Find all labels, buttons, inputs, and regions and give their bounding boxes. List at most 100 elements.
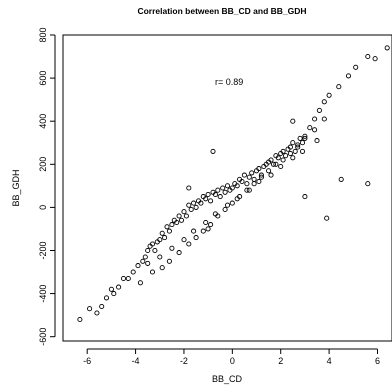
- plot-frame: [62, 34, 392, 342]
- data-point: [181, 237, 187, 243]
- data-point: [295, 142, 301, 148]
- data-point: [174, 219, 180, 226]
- data-point: [287, 144, 293, 150]
- data-point: [234, 196, 240, 202]
- data-point: [278, 163, 284, 170]
- x-tick-label: 6: [375, 356, 380, 366]
- y-tick-label: 600: [38, 71, 48, 86]
- data-point: [324, 215, 330, 221]
- data-point: [275, 155, 281, 161]
- y-tick-label: -400: [38, 285, 48, 303]
- data-point: [338, 176, 344, 182]
- data-point: [164, 224, 170, 230]
- data-point: [372, 56, 378, 62]
- data-point: [229, 185, 235, 191]
- data-point: [157, 237, 163, 243]
- data-point: [283, 153, 289, 159]
- x-tick-label: -6: [83, 356, 91, 366]
- data-point: [203, 219, 209, 226]
- data-point: [222, 189, 228, 195]
- x-axis-label: BB_CD: [212, 374, 243, 384]
- data-point: [353, 64, 359, 70]
- data-point: [224, 202, 231, 208]
- data-point: [188, 206, 194, 213]
- data-point: [299, 148, 306, 154]
- data-point: [287, 150, 293, 157]
- data-point: [249, 170, 255, 176]
- data-point: [149, 241, 156, 247]
- data-point: [290, 155, 296, 161]
- data-point: [292, 148, 298, 154]
- data-point: [205, 226, 211, 232]
- data-point: [224, 183, 231, 189]
- data-point: [241, 172, 247, 178]
- data-point: [246, 187, 252, 193]
- data-point: [273, 161, 279, 167]
- chart-title: Correlation between BB_CD and BB_GDH: [137, 6, 306, 16]
- data-point: [120, 275, 127, 282]
- data-point: [166, 228, 172, 234]
- data-point: [137, 280, 143, 286]
- x-axis: -6 -4 -2 0 2 4 6: [83, 348, 380, 366]
- data-point: [321, 99, 327, 105]
- data-point: [217, 194, 223, 200]
- data-point: [87, 306, 93, 312]
- data-point: [280, 148, 286, 154]
- data-point: [251, 176, 257, 182]
- data-point: [256, 178, 262, 185]
- data-point: [307, 125, 313, 131]
- data-point: [116, 284, 122, 290]
- data-point: [99, 303, 105, 310]
- y-tick-label: 800: [38, 27, 48, 42]
- data-point: [125, 275, 131, 282]
- data-point: [130, 269, 136, 275]
- data-point: [159, 230, 165, 236]
- data-point: [145, 260, 151, 266]
- data-point: [208, 198, 214, 204]
- x-tick-label: 2: [278, 356, 283, 366]
- data-point: [336, 84, 342, 90]
- data-point: [193, 235, 199, 241]
- data-point: [290, 118, 296, 124]
- data-point: [312, 127, 318, 133]
- data-point: [200, 228, 206, 234]
- x-tick-label: -4: [132, 356, 140, 366]
- data-point: [290, 140, 296, 146]
- x-tick-label: 4: [327, 356, 332, 366]
- data-point: [239, 178, 245, 185]
- data-point: [191, 228, 197, 234]
- data-point: [215, 187, 221, 193]
- data-point: [314, 138, 320, 144]
- data-point: [111, 291, 117, 297]
- data-point: [321, 116, 327, 122]
- x-tick-label: -2: [180, 356, 188, 366]
- y-tick-label: 0: [38, 205, 48, 210]
- data-point: [193, 204, 199, 210]
- data-point: [244, 181, 250, 187]
- data-point: [302, 135, 308, 141]
- data-point: [256, 166, 262, 172]
- data-point: [152, 247, 158, 254]
- data-point: [258, 172, 264, 178]
- correlation-annotation: r= 0.89: [215, 77, 243, 87]
- data-point: [312, 116, 318, 122]
- data-point: [183, 213, 189, 219]
- data-point: [178, 217, 185, 223]
- data-point: [108, 286, 114, 292]
- data-point: [186, 202, 192, 208]
- data-point: [186, 241, 192, 247]
- data-point: [384, 45, 390, 51]
- data-point: [222, 206, 228, 213]
- data-points: [77, 45, 390, 323]
- data-point: [234, 183, 240, 189]
- data-point: [169, 222, 175, 228]
- data-point: [302, 194, 308, 200]
- data-point: [191, 200, 197, 206]
- data-point: [198, 200, 204, 206]
- data-point: [205, 191, 211, 198]
- data-point: [365, 53, 371, 60]
- y-axis-label: BB_GDH: [11, 169, 21, 206]
- data-point: [246, 174, 252, 180]
- y-tick-label: 400: [38, 114, 48, 129]
